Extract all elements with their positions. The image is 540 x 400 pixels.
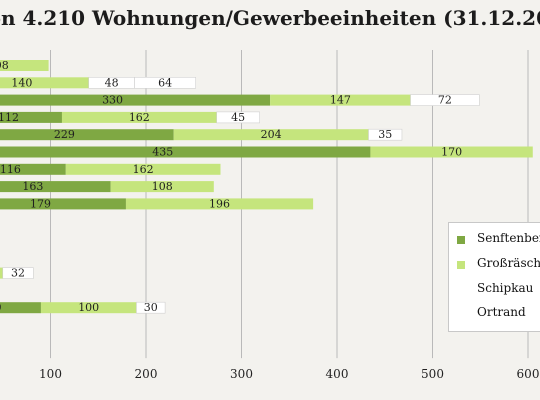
x-tick-label: 500: [421, 367, 444, 381]
chart-title-area: ückbau von 4.210 Wohnungen/Gewerbeeinhei…: [0, 2, 540, 32]
data-label: 163: [22, 180, 43, 193]
legend-label-senftenberg: Senftenberg: [477, 231, 540, 245]
bar-segment-grorschen-8: [125, 198, 314, 210]
bar-segment-schipkau-2: [410, 94, 480, 106]
x-tick-label: 600: [517, 367, 540, 381]
x-tick-label: 100: [39, 367, 62, 381]
bar-segment-grorschen-12: [0, 267, 3, 279]
bar-segment-grorschen-7: [110, 181, 214, 193]
data-label: 162: [129, 111, 150, 124]
x-tick-label: 200: [135, 367, 158, 381]
legend-label-schipkau: Schipkau: [477, 281, 534, 295]
legend: Senftenberg Großräschen Schipkau Ortrand: [448, 222, 540, 332]
chart-title: ückbau von 4.210 Wohnungen/Gewerbeeinhei…: [0, 6, 540, 30]
data-label: 64: [158, 76, 172, 89]
data-label: 229: [54, 128, 75, 141]
bar-segment-schipkau-12: [2, 267, 34, 279]
data-label: 112: [0, 111, 19, 124]
bar-segment-senftenberg-7: [0, 181, 111, 193]
legend-label-ortrand: Ortrand: [477, 305, 526, 319]
data-label: 204: [261, 128, 282, 141]
bar-segment-schipkau-4: [368, 128, 403, 141]
legend-label-grossraeschen: Großräschen: [477, 256, 540, 270]
bar-segment-grorschen-3: [61, 111, 217, 123]
bar-segment-schipkau-3: [216, 111, 260, 124]
bar-segment-senftenberg-6: [0, 163, 66, 175]
data-label: 72: [438, 94, 452, 107]
data-label: 435: [152, 146, 173, 159]
data-label: 116: [0, 163, 21, 176]
bar-segment-grorschen-4: [173, 129, 369, 141]
data-label: 32: [11, 267, 25, 280]
data-label: 196: [209, 197, 230, 210]
bar-segment-grorschen-0: [0, 60, 49, 71]
data-label: 98: [0, 59, 9, 72]
bar-segment-senftenberg-5: [0, 146, 371, 158]
data-label: 162: [133, 163, 154, 176]
data-label: 170: [441, 146, 462, 159]
bar-segment-grorschen-1: [0, 77, 89, 89]
data-label: 35: [378, 128, 392, 141]
data-label: 30: [144, 301, 158, 314]
bar-segment-senftenberg-4: [0, 129, 174, 141]
data-label: 108: [152, 180, 173, 193]
data-label: 330: [102, 94, 123, 107]
bar-segment-senftenberg-2: [0, 94, 271, 106]
bar-segment-schipkau-14: [136, 301, 166, 314]
bar-segment-senftenberg-3: [0, 111, 62, 123]
x-tick-label: 300: [230, 367, 253, 381]
bar-segment-grorschen-14: [40, 302, 137, 314]
data-label: 0: [0, 301, 1, 314]
bar-segment-senftenberg-8: [0, 198, 126, 210]
data-label: 147: [330, 94, 351, 107]
bar-segment-ortrand-1: [134, 77, 196, 89]
bar-segment-grorschen-6: [65, 163, 221, 175]
bar-segment-grorschen-2: [270, 94, 411, 106]
data-label: 140: [11, 76, 32, 89]
legend-swatch-senftenberg: [457, 236, 465, 244]
data-label: 48: [105, 76, 119, 89]
x-tick-label: 400: [326, 367, 349, 381]
legend-swatch-grossraeschen: [457, 261, 465, 269]
data-label: 179: [30, 197, 51, 210]
bar-segment-senftenberg-14: [0, 302, 41, 314]
data-label: 45: [231, 111, 245, 124]
bar-segment-grorschen-5: [370, 146, 533, 158]
data-label: 100: [78, 301, 99, 314]
